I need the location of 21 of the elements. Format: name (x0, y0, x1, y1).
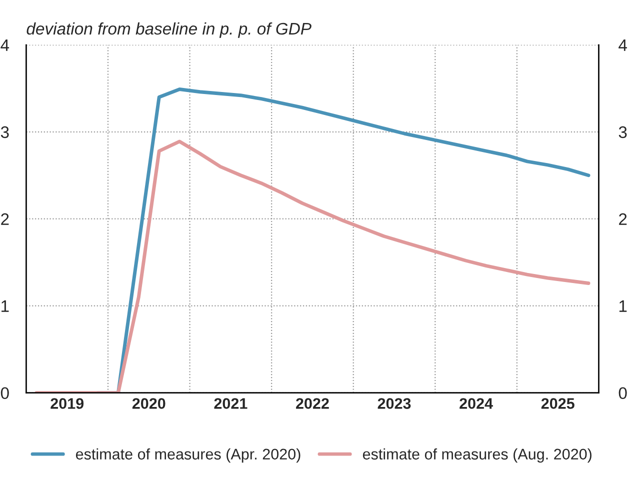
x-tick-label: 2024 (460, 398, 493, 409)
y-tick-label: 1 (2, 300, 9, 312)
y2-tick-label: 2 (619, 213, 627, 225)
y2-tick-label: 0 (618, 387, 627, 400)
y2-tick-label: 3 (618, 126, 627, 138)
x-tick-label: 2025 (541, 398, 574, 409)
y-tick-label: 0 (0, 387, 9, 400)
x-tick-label: 2023 (378, 398, 411, 409)
y2-tick-label: 1 (619, 300, 627, 312)
x-tick-label: 2021 (214, 398, 248, 409)
y-tick-label: 2 (1, 213, 9, 225)
x-tick-label: 2022 (296, 398, 329, 409)
legend-label: estimate of measures (Aug. 2020) (362, 448, 592, 463)
x-tick-label: 2019 (50, 398, 84, 409)
y-axis-title: deviation from baseline in p. p. of GDP (26, 22, 312, 38)
y-tick-label: 3 (0, 126, 9, 138)
y2-tick-label: 4 (618, 39, 627, 51)
legend-label: estimate of measures (Apr. 2020) (76, 448, 300, 463)
y-tick-label: 4 (0, 39, 10, 51)
line-series (34, 140, 590, 393)
x-tick-label: 2020 (132, 398, 166, 409)
